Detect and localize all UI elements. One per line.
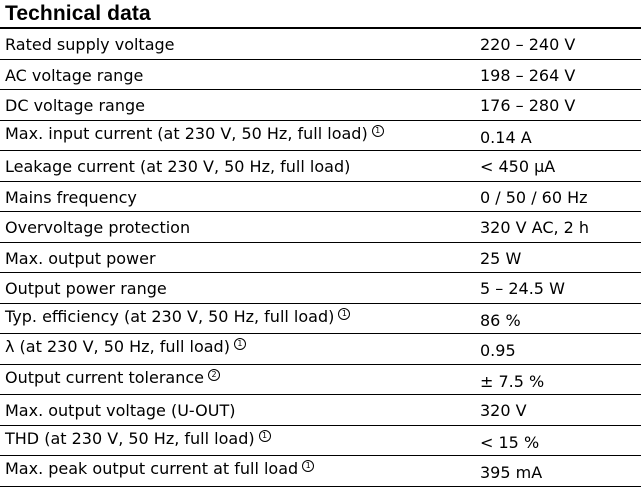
parameter-label: AC voltage range [5,65,144,85]
footnote-marker: 1 [302,460,315,472]
parameter-value: 320 V [480,401,527,420]
spec-row: Overvoltage protection 320 V AC, 2 h [0,212,641,243]
footnote-marker: 1 [233,338,246,350]
parameter-label: DC voltage range [5,96,145,115]
footnote-marker: 1 [371,124,384,137]
spec-row: AC voltage range 198 – 264 V [0,60,641,90]
spec-row: Mains frequency 0 / 50 / 60 Hz [0,182,641,212]
parameter-value: 25 W [480,248,522,268]
footnote-marker: 1 [338,307,351,320]
parameter-label: Leakage current (at 230 V, 50 Hz, full l… [5,157,351,176]
parameter-value: 5 – 24.5 W [480,279,565,298]
parameter-value: 176 – 280 V [480,96,576,115]
parameter-value: 320 V AC, 2 h [480,218,590,237]
spec-row: Max. output voltage (U-OUT) 320 V [0,395,641,426]
parameter-label: Max. input current (at 230 V, 50 Hz, ful… [5,121,384,151]
spec-row: Output power range 5 – 24.5 W [0,273,641,304]
spec-row: Max. input current (at 230 V, 50 Hz, ful… [0,121,641,151]
parameter-value: 86 % [480,310,521,330]
parameter-label: Output current tolerance 2 [5,365,220,395]
parameter-value: 0.95 [480,341,516,360]
spec-row: Rated supply voltage 220 – 240 V [0,29,641,60]
parameter-label: Max. peak output current at full load 1 [5,456,315,486]
spec-row: DC voltage range 176 – 280 V [0,90,641,121]
parameter-label: Mains frequency [5,187,137,207]
parameter-label: THD (at 230 V, 50 Hz, full load) 1 [5,426,271,456]
spec-table: Rated supply voltage 220 – 240 V AC volt… [0,29,641,487]
parameter-value: 395 mA [480,463,543,482]
parameter-label: Max. output voltage (U-OUT) [5,401,236,420]
parameter-label: λ (at 230 V, 50 Hz, full load) 1 [5,334,246,364]
spec-row: Max. peak output current at full load 1 3… [0,456,641,487]
spec-row: Output current tolerance 2 ± 7.5 % [0,365,641,395]
spec-row: THD (at 230 V, 50 Hz, full load) 1 < 15 % [0,426,641,456]
section-title: Technical data [5,2,151,25]
parameter-value: < 15 % [480,432,540,452]
parameter-value: 198 – 264 V [480,65,576,85]
parameter-label: Overvoltage protection [5,218,191,237]
parameter-label: Typ. efficiency (at 230 V, 50 Hz, full l… [5,304,351,334]
title-divider [0,27,641,29]
parameter-label: Max. output power [5,248,156,268]
parameter-value: < 450 μA [480,157,556,176]
spec-row: Max. output power 25 W [0,243,641,273]
spec-row: Leakage current (at 230 V, 50 Hz, full l… [0,151,641,182]
parameter-value: 0 / 50 / 60 Hz [480,187,588,207]
footnote-marker: 1 [258,429,271,442]
parameter-label: Rated supply voltage [5,35,175,54]
footnote-marker: 2 [207,368,220,381]
parameter-value: 220 – 240 V [480,35,576,54]
parameter-label: Output power range [5,279,167,298]
parameter-value: ± 7.5 % [480,371,545,391]
parameter-value: 0.14 A [480,127,532,147]
spec-row: Typ. efficiency (at 230 V, 50 Hz, full l… [0,304,641,334]
spec-row: λ (at 230 V, 50 Hz, full load) 1 0.95 [0,334,641,365]
